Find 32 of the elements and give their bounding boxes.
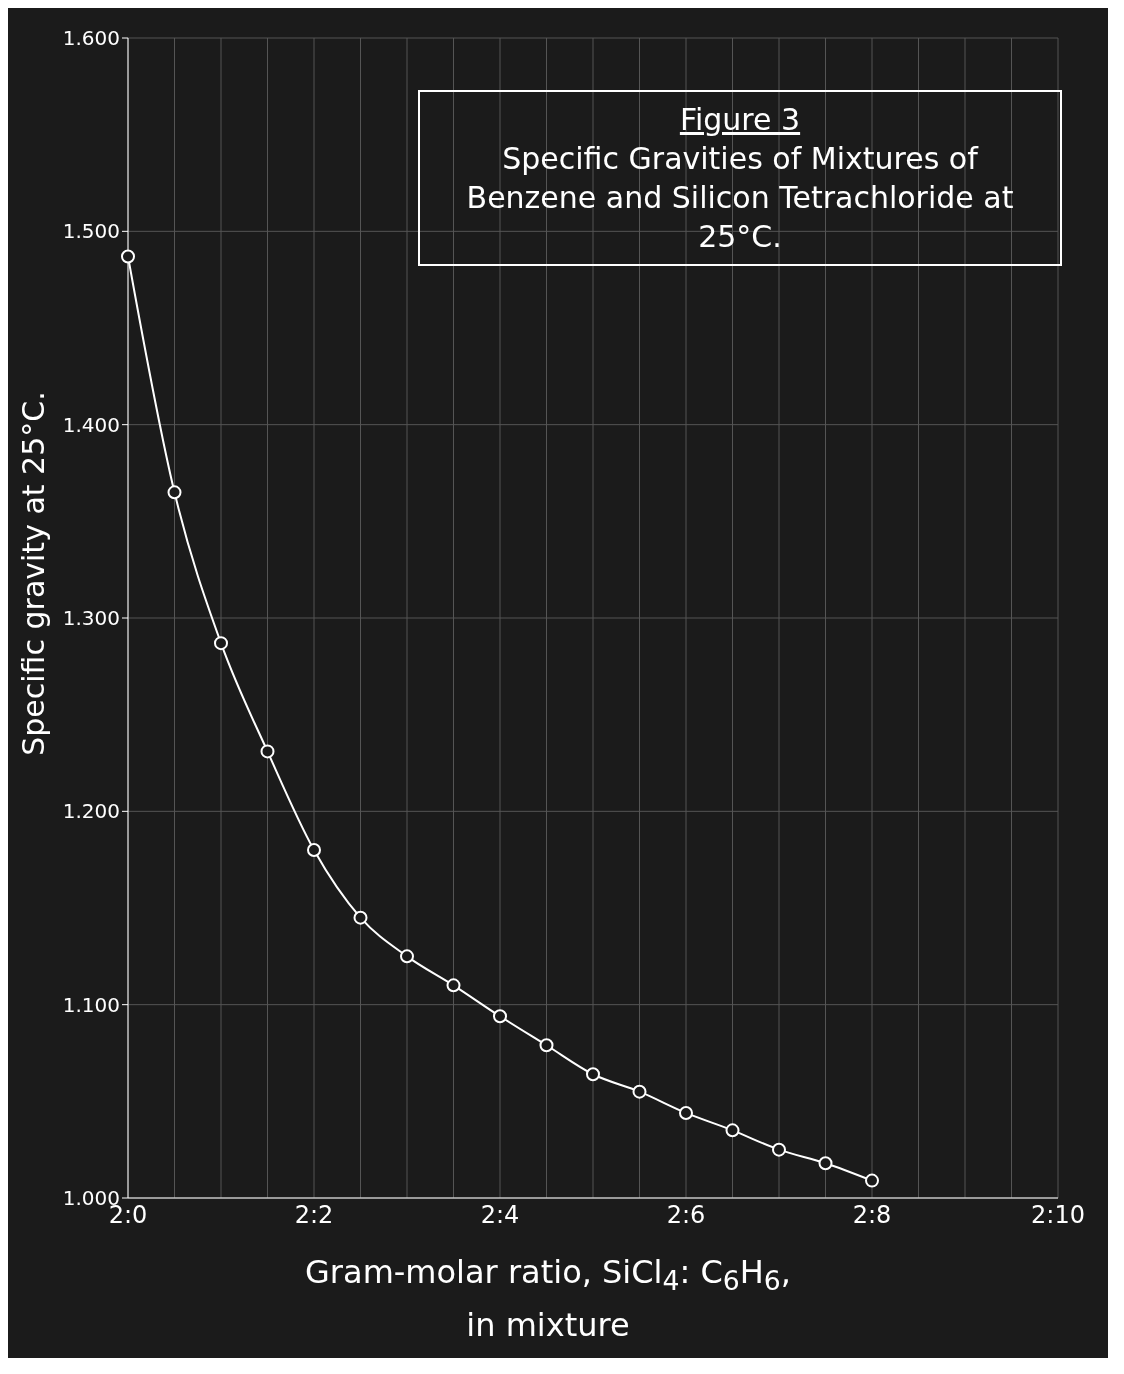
- x-tick-label: 2:10: [1031, 1201, 1085, 1230]
- text: Gram-molar ratio, SiCl$_{4}$: C$_{6}$H$_{6}$, in mixture: [305, 1253, 791, 1345]
- text: Specific Gravities of Mixtures of Benzene and Silicon Tetrachloride at 25°C.: [465, 140, 1015, 256]
- point: [679, 1105, 693, 1120]
- y-tick-label: 1.100: [62, 992, 120, 1017]
- y-tick-label: 1.500: [62, 219, 120, 244]
- point: [400, 949, 414, 964]
- point: [167, 485, 182, 500]
- y-tick-label: 1.200: [62, 799, 120, 824]
- point: [307, 843, 321, 857]
- y-tick-label: 1.300: [62, 606, 120, 631]
- point: [353, 910, 368, 925]
- y-tick-label: 1.400: [62, 412, 120, 437]
- point: [818, 1156, 833, 1171]
- x-tick-label: 2:4: [480, 1201, 520, 1230]
- point: [865, 1173, 879, 1188]
- point: [260, 744, 275, 759]
- x-tick-label: 2:2: [294, 1201, 334, 1230]
- y-tick-label: 1.600: [62, 26, 120, 51]
- x-tick-label: 2:8: [852, 1201, 892, 1230]
- point: [586, 1067, 600, 1082]
- point: [446, 978, 461, 993]
- point: [121, 249, 135, 264]
- y-axis-title: Specific gravity at 25°C.: [15, 390, 51, 756]
- point: [725, 1123, 740, 1138]
- point: [493, 1009, 507, 1024]
- point: [214, 636, 228, 651]
- text: Figure 3: [678, 101, 802, 139]
- point: [772, 1142, 786, 1157]
- point: [632, 1084, 647, 1099]
- x-tick-label: 2:6: [666, 1201, 706, 1230]
- point: [539, 1038, 554, 1053]
